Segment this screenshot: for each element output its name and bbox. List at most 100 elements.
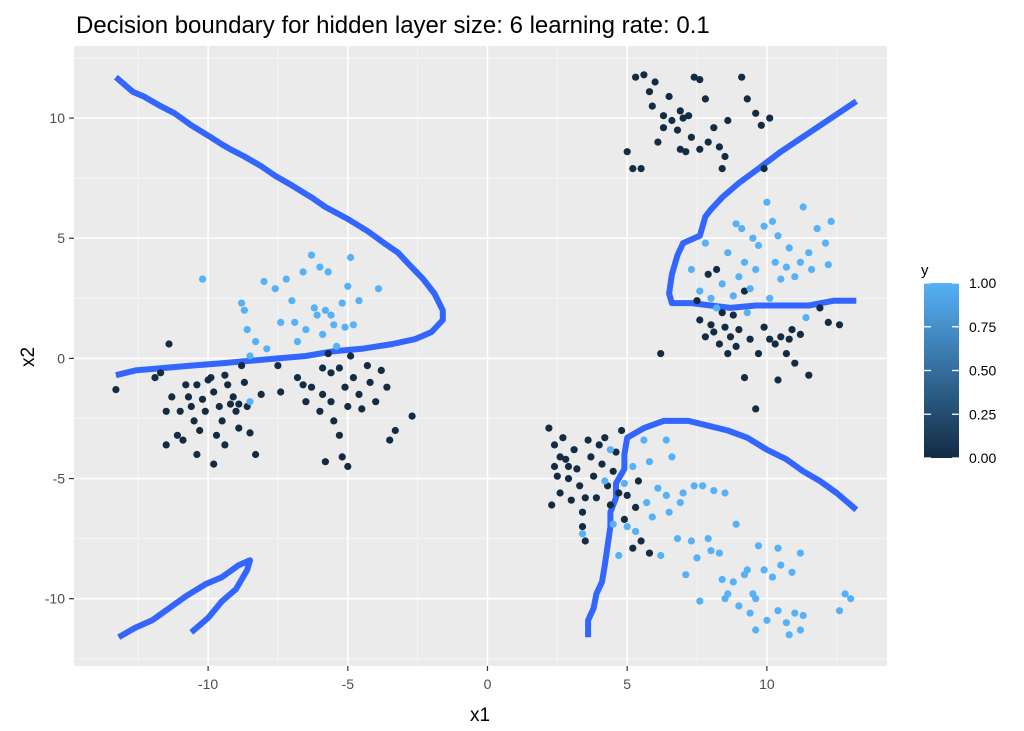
data-point (696, 287, 704, 295)
data-point (662, 491, 670, 499)
data-point (226, 400, 235, 408)
data-point (651, 78, 659, 86)
data-point (715, 143, 724, 151)
data-point (645, 88, 654, 96)
data-point (847, 595, 855, 603)
x-tick-label: 0 (484, 676, 492, 692)
data-point (355, 390, 363, 398)
data-point (657, 551, 665, 560)
data-point (274, 362, 282, 370)
legend-tick-label: 0.75 (969, 319, 996, 335)
data-point (752, 405, 760, 413)
data-point (263, 345, 271, 353)
data-point (768, 573, 777, 581)
data-point (193, 450, 201, 459)
data-point (299, 381, 307, 389)
data-point (654, 484, 662, 492)
data-point (198, 395, 207, 403)
data-point (271, 285, 279, 293)
data-point (676, 107, 684, 115)
data-point (816, 304, 824, 312)
data-point (193, 381, 201, 389)
data-point (696, 145, 704, 153)
data-point (615, 489, 623, 497)
data-point (252, 450, 260, 459)
data-point (796, 330, 805, 338)
data-point (210, 388, 218, 396)
data-point (576, 482, 584, 490)
data-point (676, 499, 684, 507)
data-point (601, 434, 609, 442)
data-point (293, 338, 302, 346)
data-point (319, 364, 327, 372)
data-point (799, 203, 807, 211)
data-point (408, 412, 416, 420)
data-point (327, 311, 335, 319)
data-point (746, 335, 754, 343)
data-point (581, 537, 589, 545)
data-point (355, 297, 363, 305)
data-point (246, 352, 254, 360)
data-point (162, 407, 170, 415)
data-point (713, 265, 721, 274)
data-point (766, 294, 774, 302)
data-point (601, 477, 609, 485)
data-point (562, 455, 570, 463)
data-point (701, 95, 710, 103)
data-point (349, 321, 357, 329)
data-point (556, 453, 564, 461)
legend: y 1.00 0.75 0.50 0.25 0.00 (921, 262, 996, 466)
data-point (307, 383, 316, 391)
data-point (391, 426, 399, 435)
data-point (184, 393, 193, 401)
data-point (774, 232, 782, 240)
data-point (335, 364, 343, 372)
data-point (687, 265, 696, 274)
data-point (766, 335, 774, 343)
data-point (735, 273, 743, 281)
decision-boundary-line (585, 417, 859, 638)
data-point (606, 501, 615, 509)
data-point (567, 496, 575, 504)
data-point (802, 314, 810, 322)
data-point (699, 482, 707, 490)
data-point (752, 595, 760, 603)
data-point (696, 316, 704, 324)
decision-boundary-line (117, 557, 253, 640)
data-point (752, 109, 760, 117)
data-point (648, 102, 656, 110)
data-point (763, 616, 771, 624)
data-point (321, 306, 329, 314)
data-point (757, 121, 765, 129)
y-tick-label: -5 (53, 471, 66, 487)
data-point (374, 285, 383, 293)
data-point (358, 405, 366, 413)
data-point (243, 326, 251, 334)
data-point (302, 398, 310, 406)
decision-boundary-line (113, 74, 446, 379)
data-point (777, 561, 785, 569)
data-point (548, 501, 556, 509)
data-point (777, 333, 785, 341)
data-point (715, 549, 724, 557)
data-point (344, 462, 352, 471)
data-point (665, 508, 673, 516)
data-point (835, 607, 844, 615)
data-point (377, 366, 385, 374)
data-point (176, 407, 184, 415)
data-point (606, 446, 615, 454)
data-point (718, 280, 726, 288)
data-point (696, 76, 704, 84)
x-tick-label: 5 (623, 676, 631, 692)
data-point (740, 287, 749, 295)
data-point (165, 340, 173, 348)
data-point (319, 390, 327, 398)
data-point (221, 371, 229, 379)
data-point (743, 309, 751, 317)
data-point (240, 378, 248, 386)
data-point (687, 133, 696, 141)
data-point (291, 318, 299, 326)
data-point (321, 458, 329, 466)
data-point (341, 323, 349, 331)
